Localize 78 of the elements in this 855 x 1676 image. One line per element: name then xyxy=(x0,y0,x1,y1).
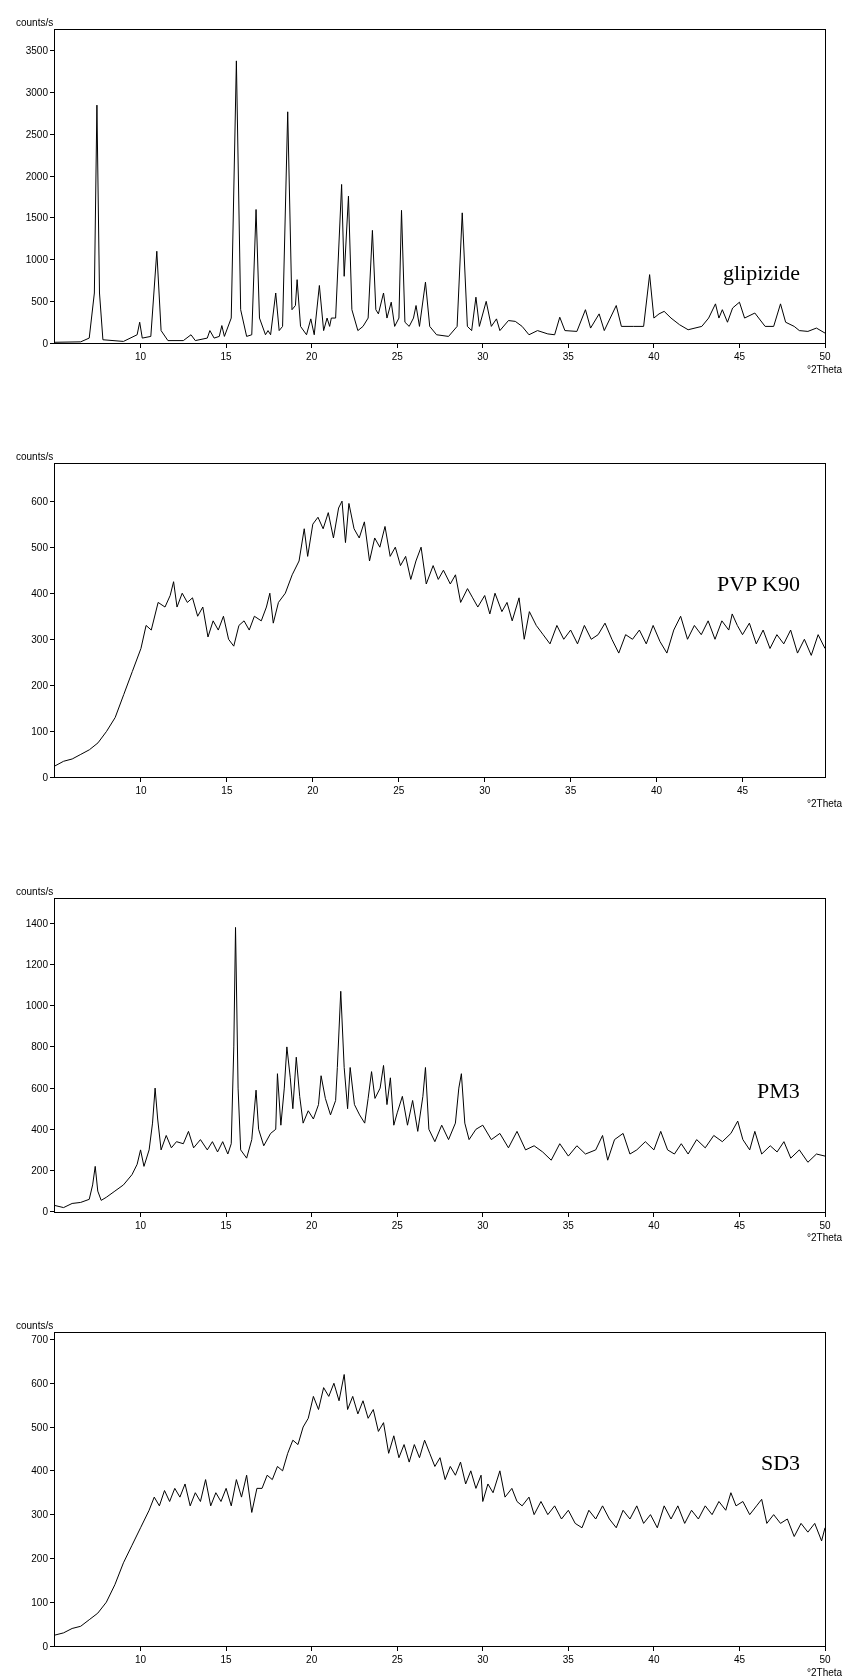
x-tick-label: 25 xyxy=(391,351,404,363)
y-tick-label: 500 xyxy=(31,1421,49,1433)
x-tick-label: 10 xyxy=(135,1654,147,1665)
y-axis-title: counts/s xyxy=(16,1320,54,1331)
y-tick-label: 0 xyxy=(42,1640,49,1652)
x-tick-label: 40 xyxy=(648,1219,660,1231)
x-tick-label: 20 xyxy=(306,1219,318,1231)
y-axis-title: counts/s xyxy=(16,451,54,462)
x-tick-label: 50 xyxy=(819,1654,831,1665)
y-tick-label: 1200 xyxy=(25,959,49,971)
y-tick-label: 500 xyxy=(31,541,49,553)
y-tick-label: 400 xyxy=(31,587,49,599)
y-tick-label: 300 xyxy=(31,633,49,645)
x-tick-label: 30 xyxy=(477,1219,489,1231)
y-axis-title: counts/s xyxy=(16,886,54,897)
y-tick-label: 2500 xyxy=(25,128,49,140)
series-label: PM3 xyxy=(757,1078,800,1103)
y-tick-label: 3000 xyxy=(25,87,49,99)
x-tick-label: 50 xyxy=(819,1219,831,1231)
x-axis-title: °2Theta xyxy=(807,1232,843,1243)
x-tick-label: 15 xyxy=(220,1219,233,1231)
y-tick-label: 1000 xyxy=(25,1000,49,1012)
x-tick-label: 40 xyxy=(648,351,660,363)
y-tick-label: 600 xyxy=(31,495,49,507)
x-tick-label: 15 xyxy=(220,1654,233,1665)
x-tick-label: 45 xyxy=(736,785,749,797)
y-tick-label: 100 xyxy=(31,1596,49,1608)
x-tick-label: 20 xyxy=(306,351,318,363)
x-tick-label: 25 xyxy=(391,1654,404,1665)
y-tick-label: 200 xyxy=(31,1552,49,1564)
x-axis-title: °2Theta xyxy=(807,1667,843,1676)
y-tick-label: 600 xyxy=(31,1377,49,1389)
x-tick-label: 20 xyxy=(306,1654,318,1665)
y-axis-title: counts/s xyxy=(16,17,54,28)
x-tick-label: 40 xyxy=(648,1654,660,1665)
x-tick-label: 10 xyxy=(135,351,147,363)
y-tick-label: 700 xyxy=(31,1333,49,1345)
x-tick-label: 45 xyxy=(733,351,746,363)
y-tick-label: 400 xyxy=(31,1123,49,1135)
y-tick-label: 800 xyxy=(31,1041,49,1053)
x-tick-label: 35 xyxy=(562,1654,575,1665)
x-tick-label: 20 xyxy=(307,785,319,797)
x-tick-label: 15 xyxy=(221,785,233,797)
y-tick-label: 100 xyxy=(31,725,49,737)
x-tick-label: 45 xyxy=(733,1654,746,1665)
series-label: PVP K90 xyxy=(717,571,800,596)
x-tick-label: 15 xyxy=(220,351,233,363)
y-tick-label: 3500 xyxy=(25,45,49,57)
y-tick-label: 200 xyxy=(31,1165,49,1176)
x-tick-label: 35 xyxy=(562,1219,575,1231)
x-tick-label: 25 xyxy=(393,785,405,797)
y-tick-label: 0 xyxy=(42,1206,49,1218)
x-tick-label: 50 xyxy=(819,351,831,363)
series-label: SD3 xyxy=(761,1450,801,1475)
y-tick-label: 1000 xyxy=(25,254,49,266)
y-tick-label: 600 xyxy=(31,1082,49,1094)
y-tick-label: 300 xyxy=(31,1509,49,1521)
y-tick-label: 0 xyxy=(42,771,49,783)
x-tick-label: 10 xyxy=(135,1219,147,1231)
y-tick-label: 2000 xyxy=(25,170,49,182)
x-tick-label: 45 xyxy=(733,1219,746,1231)
x-tick-label: 10 xyxy=(135,785,147,797)
x-axis-title: °2Theta xyxy=(807,798,843,809)
x-tick-label: 30 xyxy=(477,351,489,363)
y-tick-label: 0 xyxy=(42,337,49,349)
y-tick-label: 200 xyxy=(31,679,49,691)
series-label: glipizide xyxy=(723,260,800,285)
x-axis-title: °2Theta xyxy=(807,364,843,375)
y-tick-label: 1500 xyxy=(25,212,49,224)
y-tick-label: 500 xyxy=(31,295,49,307)
y-tick-label: 400 xyxy=(31,1465,49,1477)
x-tick-label: 40 xyxy=(651,785,663,797)
y-tick-label: 1400 xyxy=(25,917,49,929)
x-tick-label: 35 xyxy=(565,785,577,797)
x-tick-label: 35 xyxy=(562,351,575,363)
x-tick-label: 25 xyxy=(391,1219,404,1231)
x-tick-label: 30 xyxy=(477,1654,489,1665)
x-tick-label: 30 xyxy=(479,785,491,797)
